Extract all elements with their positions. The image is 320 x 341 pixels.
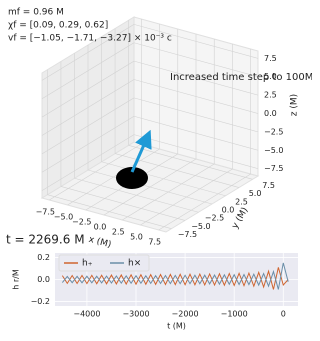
series-line bbox=[61, 262, 289, 290]
x-tick-label: 7.5 bbox=[148, 238, 161, 247]
y-tick-label: −5.0 bbox=[191, 222, 210, 231]
x-tick-label: 2.5 bbox=[112, 228, 125, 237]
kick-arrow bbox=[130, 129, 152, 173]
x-tick-label: −7.5 bbox=[36, 208, 55, 217]
grid-line bbox=[133, 115, 259, 151]
y-tick-label: 0.0 bbox=[222, 206, 235, 215]
y-tick-label: 0.2 bbox=[37, 253, 50, 262]
y-tick-label: 7.5 bbox=[262, 181, 275, 190]
figure: −7.5−5.0−2.50.02.55.07.5−7.5−5.0−2.50.02… bbox=[6, 8, 312, 331]
x-tick-label: 0 bbox=[281, 310, 286, 319]
waveform-axes: −4000 −3000 −2000 −1000 0 −0.2 0.0 0.2 t (M) h r/… bbox=[12, 253, 298, 331]
grid-line bbox=[41, 60, 135, 118]
remnant bbox=[116, 167, 148, 189]
x-axis-label: t (M) bbox=[167, 322, 186, 331]
time-label: t = 2269.6 M bbox=[6, 233, 85, 247]
grid-line bbox=[87, 169, 213, 205]
axes-3d: −7.5−5.0−2.50.02.55.07.5−7.5−5.0−2.50.02… bbox=[36, 16, 300, 251]
grid-line bbox=[133, 60, 259, 96]
z-tick-label: −7.5 bbox=[264, 164, 283, 173]
grid-line bbox=[60, 186, 186, 221]
grid-line bbox=[133, 134, 259, 169]
grid-line bbox=[133, 42, 259, 78]
grid-line bbox=[74, 177, 199, 213]
z-tick-label: 7.5 bbox=[264, 54, 277, 63]
y-tick-label: −2.5 bbox=[205, 214, 224, 223]
grid-line bbox=[101, 161, 226, 197]
y-tick-label: 5.0 bbox=[249, 189, 262, 198]
remnant-kick: vf = [−1.05, −1.71, −3.27] × 10⁻³ c bbox=[8, 34, 172, 44]
z-tick-label: −2.5 bbox=[264, 127, 283, 136]
x-tick-label: 0.0 bbox=[94, 223, 107, 232]
grid-line bbox=[41, 42, 135, 99]
legend-label: h× bbox=[128, 259, 141, 269]
x-tick-label: −2.5 bbox=[72, 218, 91, 227]
grid-line bbox=[41, 97, 135, 155]
x-tick-label: −4000 bbox=[73, 310, 100, 319]
x-tick-label: −1000 bbox=[221, 310, 248, 319]
x-tick-label: −3000 bbox=[122, 310, 149, 319]
grid-line bbox=[128, 145, 253, 180]
y-tick-label: 2.5 bbox=[235, 197, 248, 206]
remnant-mass: mf = 0.96 M bbox=[8, 8, 64, 18]
grid-line bbox=[41, 116, 135, 173]
z-axis-label: z (M) bbox=[290, 94, 300, 116]
annotation: Increased time step to 100M bbox=[170, 72, 312, 83]
page: {"chart_data": [ {"type": "axes3d", "ann… bbox=[6, 7, 312, 331]
y-tick-label: −0.2 bbox=[31, 297, 50, 306]
z-tick-label: −5.0 bbox=[264, 146, 283, 155]
z-tick-label: 5.0 bbox=[264, 72, 277, 81]
grid-line bbox=[133, 79, 259, 114]
grid-line bbox=[133, 97, 259, 133]
grid-line bbox=[47, 194, 172, 229]
x-tick-label: 5.0 bbox=[130, 233, 143, 242]
grid-line bbox=[41, 24, 135, 81]
y-tick-label: 0.0 bbox=[37, 275, 50, 284]
grid-line bbox=[114, 153, 240, 188]
grid-line bbox=[133, 24, 259, 59]
grid-line bbox=[41, 79, 135, 136]
x-axis-label: x (M) bbox=[87, 235, 112, 251]
x-tick-label: −2000 bbox=[172, 310, 199, 319]
y-axis-label: h r/M bbox=[12, 269, 21, 290]
legend-label: h₊ bbox=[82, 259, 93, 269]
z-tick-label: 2.5 bbox=[264, 91, 277, 100]
legend-box bbox=[58, 254, 150, 272]
remnant-spin: χf = [0.09, 0.29, 0.62] bbox=[8, 21, 108, 31]
grid-line bbox=[41, 134, 135, 191]
x-tick-label: −5.0 bbox=[54, 213, 73, 222]
y-tick-label: −7.5 bbox=[178, 230, 197, 239]
z-tick-label: 0.0 bbox=[264, 109, 277, 118]
series-line bbox=[61, 267, 289, 290]
